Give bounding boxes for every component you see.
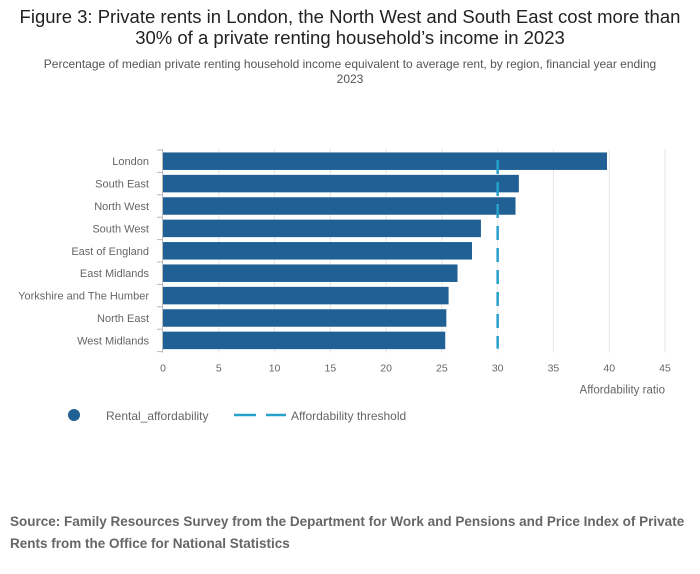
chart-subtitle: Percentage of median private renting hou… [43,57,657,86]
x-tick-label-15: 15 [324,363,336,375]
bar-west-midlands [163,331,446,350]
bars [163,152,607,350]
category-label-east-of-england: East of England [71,246,149,258]
x-tick-labels: 0 5 10 15 20 25 30 35 40 45 [160,363,671,375]
x-tick-label-10: 10 [269,363,281,375]
x-tick-label-0: 0 [160,363,166,375]
axes [157,149,163,353]
bar-east-midlands [163,264,458,282]
category-label-east-midlands: East Midlands [80,268,150,280]
bar-chart: London South East North West South West East… [18,149,671,423]
source-note: Source: Family Resources Survey from the… [10,514,685,551]
x-axis-title: Affordability ratio [580,385,665,397]
bar-south-east [163,174,519,193]
x-tick-label-25: 25 [436,363,448,375]
legend-label-affordability-threshold: Affordability threshold [291,409,406,423]
category-label-south-west: South West [92,223,149,235]
category-label-north-east: North East [97,313,149,325]
bar-london [163,152,607,170]
x-tick-label-20: 20 [380,363,392,375]
category-label-south-east: South East [95,179,149,191]
x-tick-label-35: 35 [548,363,560,375]
bar-north-west [163,197,516,215]
bar-yorkshire-and-the-humber [163,286,449,305]
legend: Rental_affordability Affordability thres… [68,409,406,423]
category-label-north-west: North West [94,201,149,213]
bar-north-east [163,309,447,327]
chart-title: Figure 3: Private rents in London, the N… [19,6,681,48]
bar-east-of-england [163,242,473,260]
legend-label-rental-affordability: Rental_affordability [106,409,209,423]
x-tick-label-5: 5 [216,363,222,375]
category-label-west-midlands: West Midlands [77,335,149,347]
category-label-yorkshire-and-the-humber: Yorkshire and The Humber [18,291,149,303]
category-labels: London South East North West South West East… [18,156,149,347]
bar-south-west [163,219,481,238]
x-tick-label-45: 45 [659,363,671,375]
category-label-london: London [112,156,149,168]
x-tick-label-30: 30 [492,363,504,375]
x-tick-label-40: 40 [603,363,615,375]
legend-marker-rental-affordability [68,409,80,421]
